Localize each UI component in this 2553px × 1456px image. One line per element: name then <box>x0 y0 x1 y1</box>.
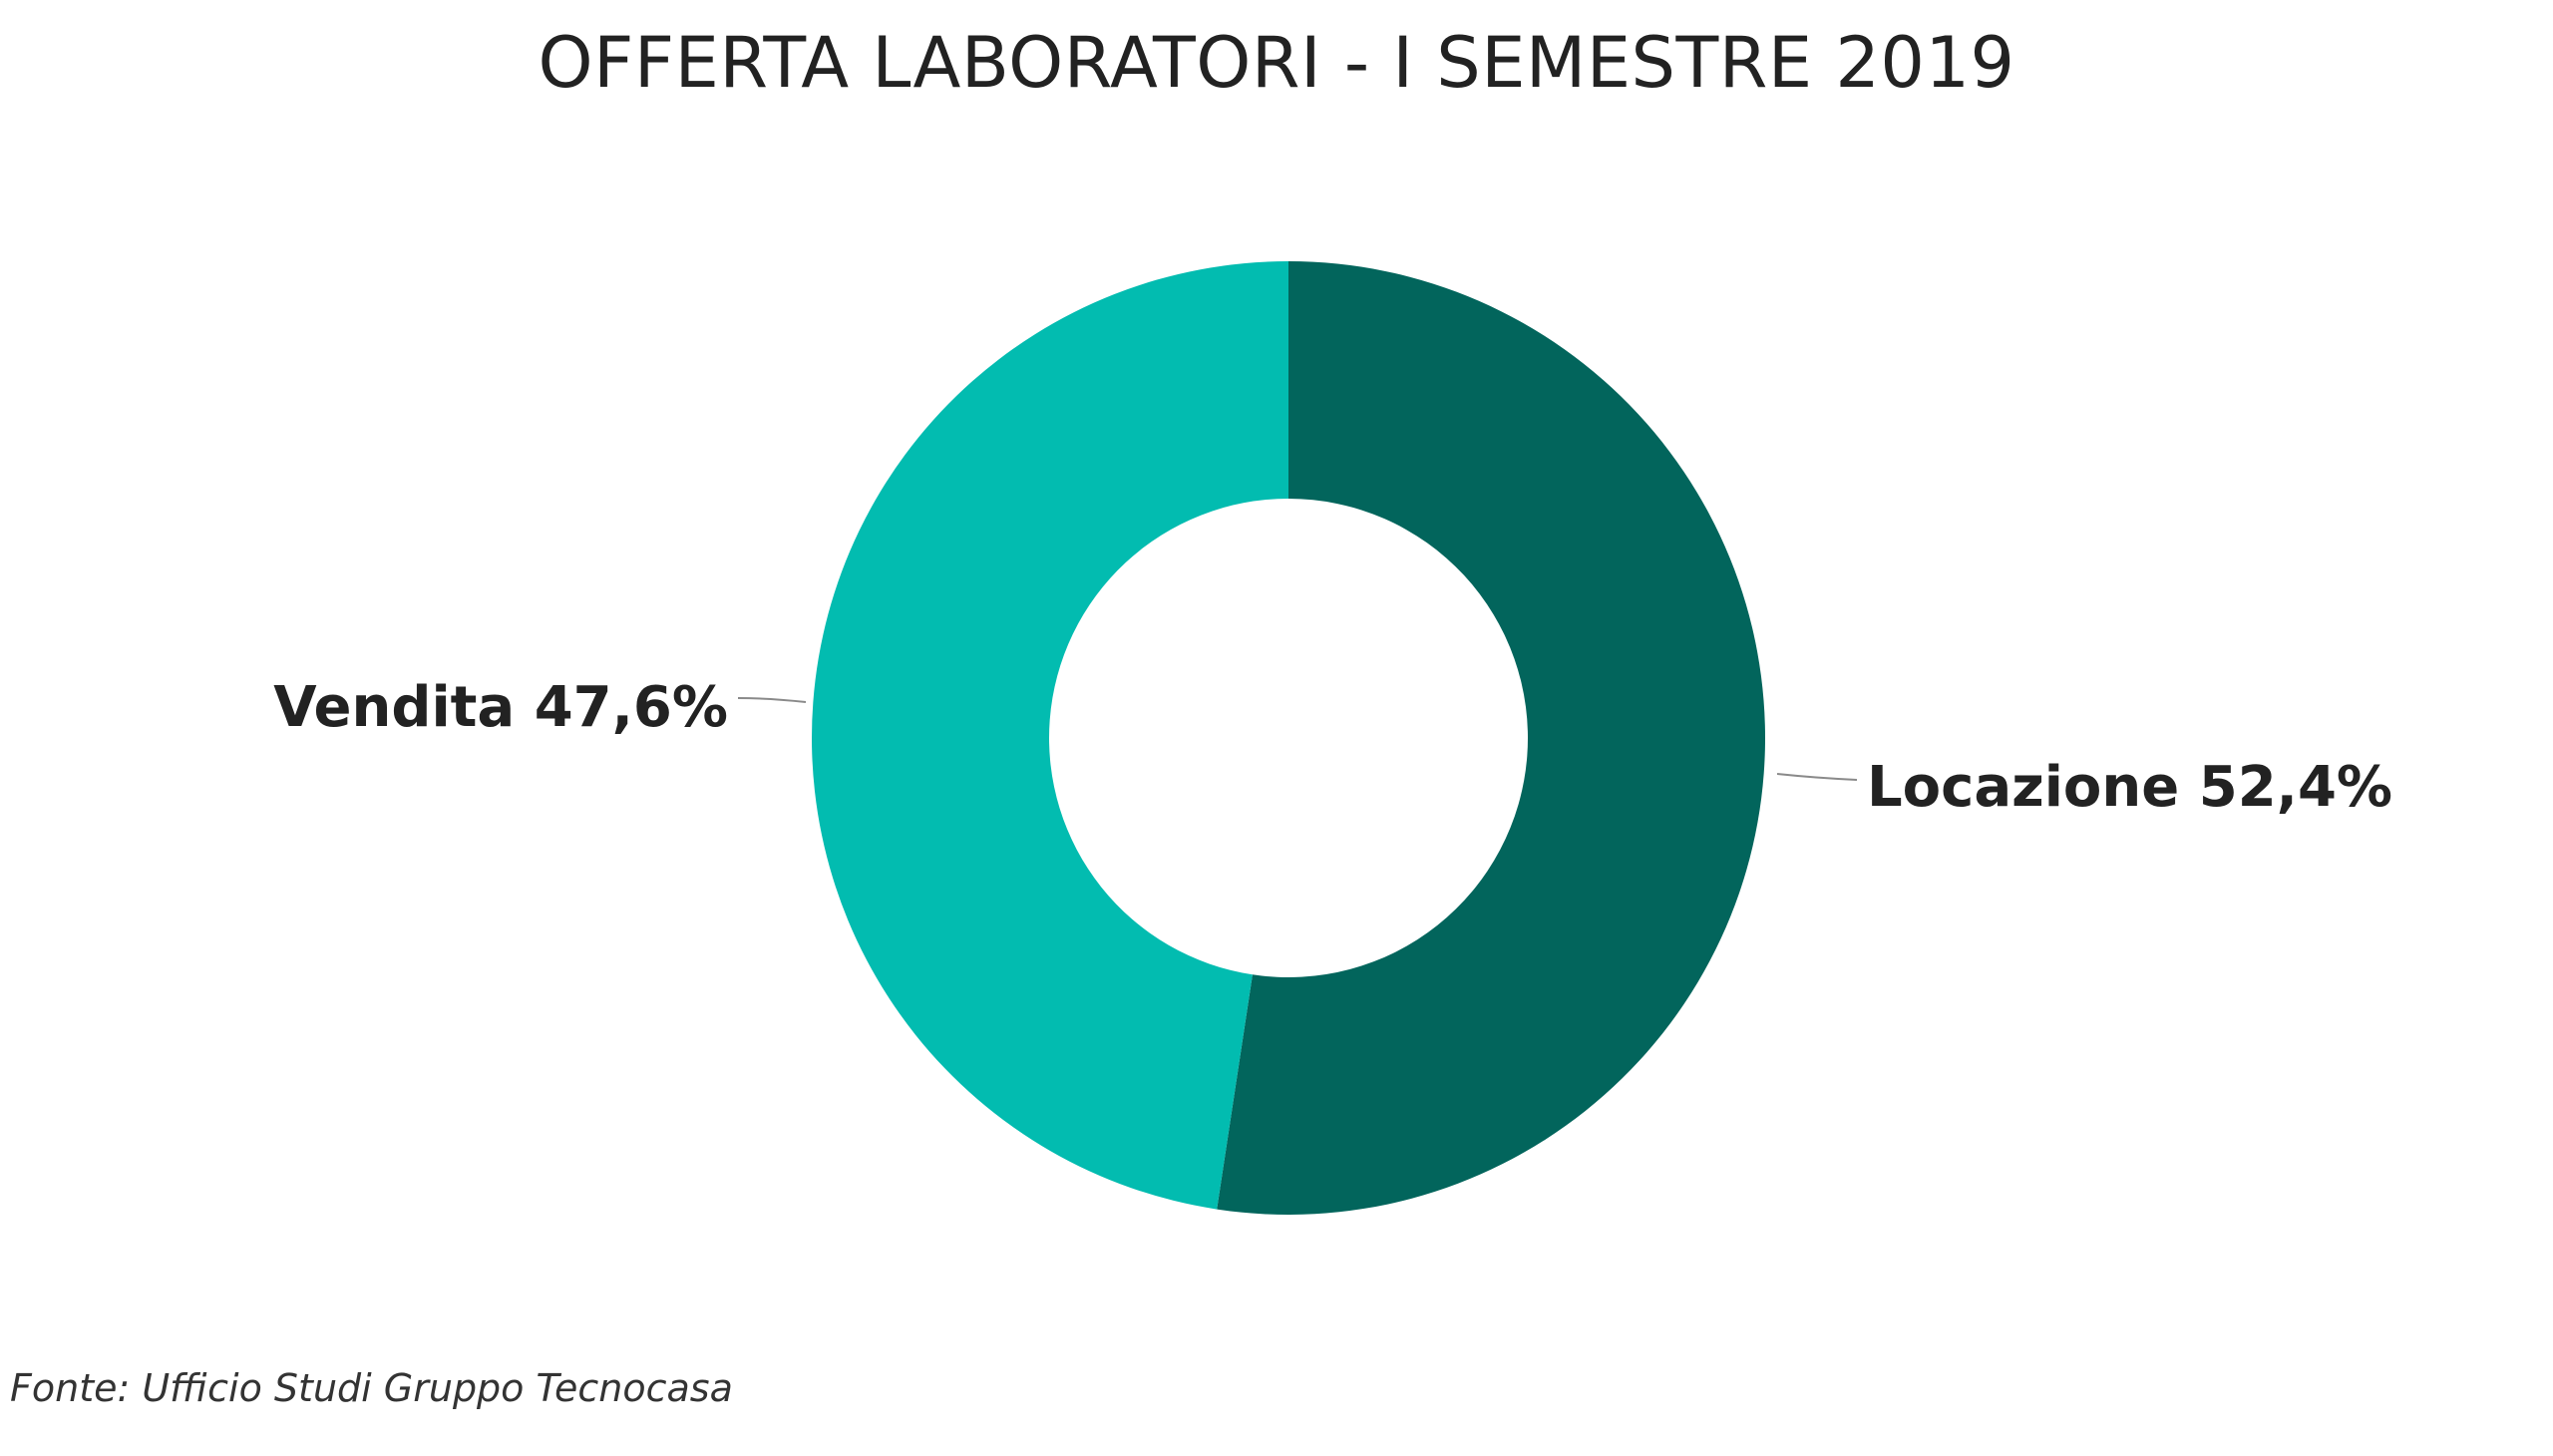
slice-label-vendita: Vendita 47,6% <box>273 675 728 740</box>
slice-locazione <box>1217 261 1766 1215</box>
leader-line-locazione <box>1776 773 1858 781</box>
leader-line-vendita <box>737 697 807 703</box>
chart-title: OFFERTA LABORATORI - I SEMESTRE 2019 <box>538 22 2015 104</box>
slice-vendita <box>812 261 1288 1210</box>
source-note: Fonte: Ufficio Studi Gruppo Tecnocasa <box>10 1366 733 1410</box>
slice-label-locazione: Locazione 52,4% <box>1867 755 2392 820</box>
